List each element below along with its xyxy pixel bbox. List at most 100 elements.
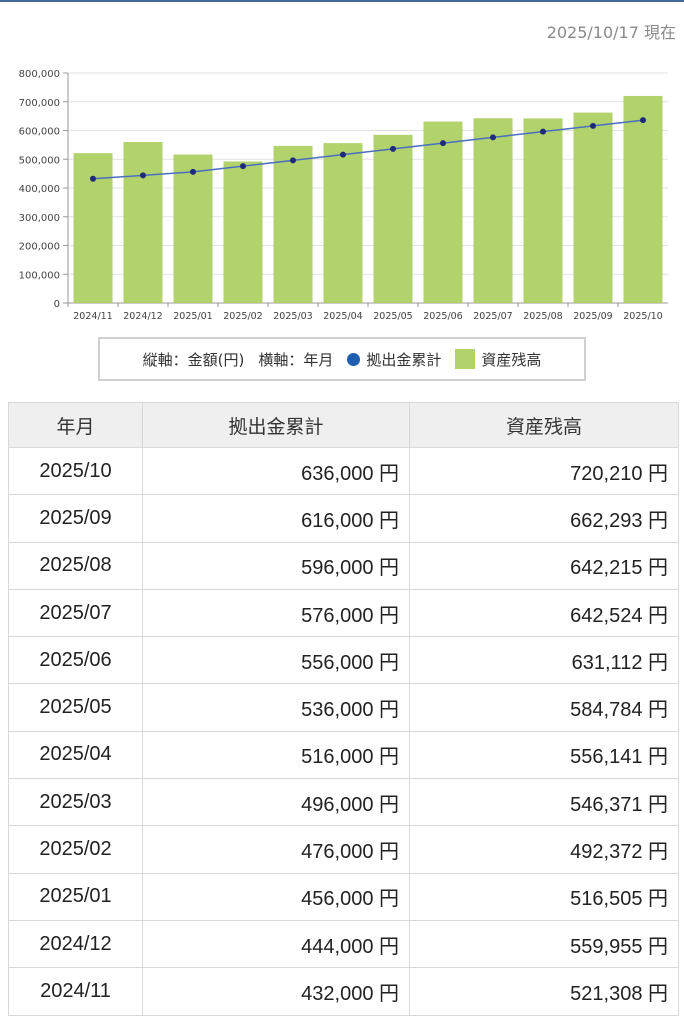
table-row: 2025/10 636,000 円 720,210 円 bbox=[8, 446, 679, 496]
table-row: 2024/11 432,000 円 521,308 円 bbox=[8, 967, 679, 1016]
header-balance: 資産残高 bbox=[409, 402, 679, 448]
table-row: 2025/01 456,000 円 516,505 円 bbox=[8, 872, 679, 921]
bar-balance bbox=[523, 118, 563, 303]
cell-contribution: 536,000 円 bbox=[142, 683, 410, 732]
cell-balance: 631,112 円 bbox=[409, 636, 679, 685]
y-tick-label: 100,000 bbox=[19, 270, 60, 281]
x-tick-label: 2025/03 bbox=[273, 311, 312, 322]
cell-contribution: 556,000 円 bbox=[142, 636, 410, 685]
cell-month: 2024/12 bbox=[8, 919, 143, 969]
header-month: 年月 bbox=[8, 402, 143, 448]
cell-month: 2025/09 bbox=[8, 494, 143, 543]
point-contribution bbox=[640, 117, 646, 124]
table-row: 2025/06 556,000 円 631,112 円 bbox=[8, 636, 679, 685]
bar-balance bbox=[123, 142, 163, 303]
cell-contribution: 476,000 円 bbox=[142, 825, 410, 874]
as-of-date: 2025/10/17 現在 bbox=[546, 23, 676, 42]
y-tick-label: 400,000 bbox=[19, 184, 60, 195]
x-tick-label: 2025/06 bbox=[423, 311, 462, 322]
y-tick-label: 0 bbox=[54, 299, 60, 310]
table-row: 2025/05 536,000 円 584,784 円 bbox=[8, 683, 679, 732]
cell-balance: 516,505 円 bbox=[409, 872, 679, 921]
cell-month: 2025/06 bbox=[8, 636, 143, 685]
table-row: 2025/09 616,000 円 662,293 円 bbox=[8, 494, 679, 543]
legend-vertical-axis: 縦軸：金額(円) bbox=[142, 350, 245, 369]
table-header-row: 年月 拠出金累計 資産残高 bbox=[8, 402, 679, 448]
bar-balance bbox=[623, 95, 663, 303]
chart-legend: 縦軸：金額(円) 横軸：年月 拠出金累計 資産残高 bbox=[98, 337, 586, 381]
point-contribution bbox=[440, 140, 446, 147]
bar-balance bbox=[323, 143, 363, 303]
cell-month: 2024/11 bbox=[8, 967, 143, 1016]
point-contribution bbox=[90, 175, 96, 182]
legend-contribution-label: 拠出金累計 bbox=[366, 350, 442, 369]
legend-contribution: 拠出金累計 bbox=[347, 349, 441, 370]
x-tick-label: 2025/08 bbox=[523, 311, 562, 322]
table-row: 2025/04 516,000 円 556,141 円 bbox=[8, 730, 679, 780]
balance-chart: 0 100,000 200,000 300,000 400,000 500,000 600,… bbox=[19, 69, 668, 322]
bar-balance bbox=[573, 112, 613, 303]
cell-month: 2025/01 bbox=[8, 872, 143, 921]
point-contribution bbox=[290, 157, 296, 164]
cell-balance: 546,371 円 bbox=[409, 778, 679, 827]
x-tick-label: 2025/05 bbox=[373, 311, 412, 322]
cell-month: 2025/07 bbox=[8, 588, 143, 638]
y-tick-label: 600,000 bbox=[19, 127, 60, 138]
y-tick-label: 700,000 bbox=[19, 98, 60, 109]
point-contribution bbox=[590, 122, 596, 129]
cell-contribution: 516,000 円 bbox=[142, 730, 410, 780]
x-tick-label: 2025/09 bbox=[573, 311, 612, 322]
x-tick-label: 2025/01 bbox=[173, 311, 212, 322]
legend-square-icon bbox=[455, 349, 476, 369]
y-tick-label: 500,000 bbox=[19, 155, 60, 166]
y-tick-label: 800,000 bbox=[19, 69, 60, 80]
point-contribution bbox=[240, 163, 246, 170]
point-contribution bbox=[490, 134, 496, 141]
cell-contribution: 496,000 円 bbox=[142, 778, 410, 827]
top-rule bbox=[0, 0, 684, 2]
table-row: 2024/12 444,000 円 559,955 円 bbox=[8, 919, 679, 969]
point-contribution bbox=[340, 151, 346, 158]
cell-balance: 662,293 円 bbox=[409, 494, 679, 543]
legend-horizontal-axis: 横軸：年月 bbox=[258, 350, 334, 369]
x-tick-label: 2025/07 bbox=[473, 311, 512, 322]
bar-balance bbox=[223, 161, 263, 303]
x-tick-label: 2024/12 bbox=[123, 311, 162, 322]
table-row: 2025/07 576,000 円 642,524 円 bbox=[8, 588, 679, 638]
cell-month: 2025/10 bbox=[8, 446, 143, 496]
history-table: 年月 拠出金累計 資産残高 2025/10 636,000 円 720,210 円 … bbox=[8, 402, 679, 1016]
bar-balance bbox=[423, 121, 463, 303]
line-contribution bbox=[92, 119, 644, 180]
bar-balance bbox=[373, 134, 413, 303]
table-row: 2025/08 596,000 円 642,215 円 bbox=[8, 541, 679, 590]
y-tick-label: 300,000 bbox=[19, 213, 60, 224]
legend-balance-label: 資産残高 bbox=[481, 350, 542, 369]
bar-balance bbox=[173, 154, 213, 303]
cell-balance: 584,784 円 bbox=[409, 683, 679, 732]
cell-month: 2025/03 bbox=[8, 778, 143, 827]
table-row: 2025/03 496,000 円 546,371 円 bbox=[8, 778, 679, 827]
x-tick-label: 2024/11 bbox=[73, 311, 112, 322]
cell-contribution: 636,000 円 bbox=[142, 446, 410, 496]
cell-month: 2025/05 bbox=[8, 683, 143, 732]
cell-balance: 642,215 円 bbox=[409, 541, 679, 590]
legend-balance: 資産残高 bbox=[455, 349, 541, 370]
point-contribution bbox=[140, 172, 146, 179]
bar-balance bbox=[273, 145, 313, 303]
cell-contribution: 444,000 円 bbox=[142, 919, 410, 969]
table-row: 2025/02 476,000 円 492,372 円 bbox=[8, 825, 679, 874]
cell-month: 2025/02 bbox=[8, 825, 143, 874]
cell-contribution: 616,000 円 bbox=[142, 494, 410, 543]
cell-balance: 521,308 円 bbox=[409, 967, 679, 1016]
cell-contribution: 596,000 円 bbox=[142, 541, 410, 590]
cell-balance: 642,524 円 bbox=[409, 588, 679, 638]
cell-month: 2025/04 bbox=[8, 730, 143, 780]
header-contribution: 拠出金累計 bbox=[142, 402, 410, 448]
cell-contribution: 576,000 円 bbox=[142, 588, 410, 638]
point-contribution bbox=[190, 168, 196, 175]
cell-balance: 556,141 円 bbox=[409, 730, 679, 780]
point-contribution bbox=[390, 145, 396, 152]
bar-balance bbox=[473, 118, 513, 303]
cell-contribution: 432,000 円 bbox=[142, 967, 410, 1016]
bar-balance bbox=[73, 153, 113, 303]
